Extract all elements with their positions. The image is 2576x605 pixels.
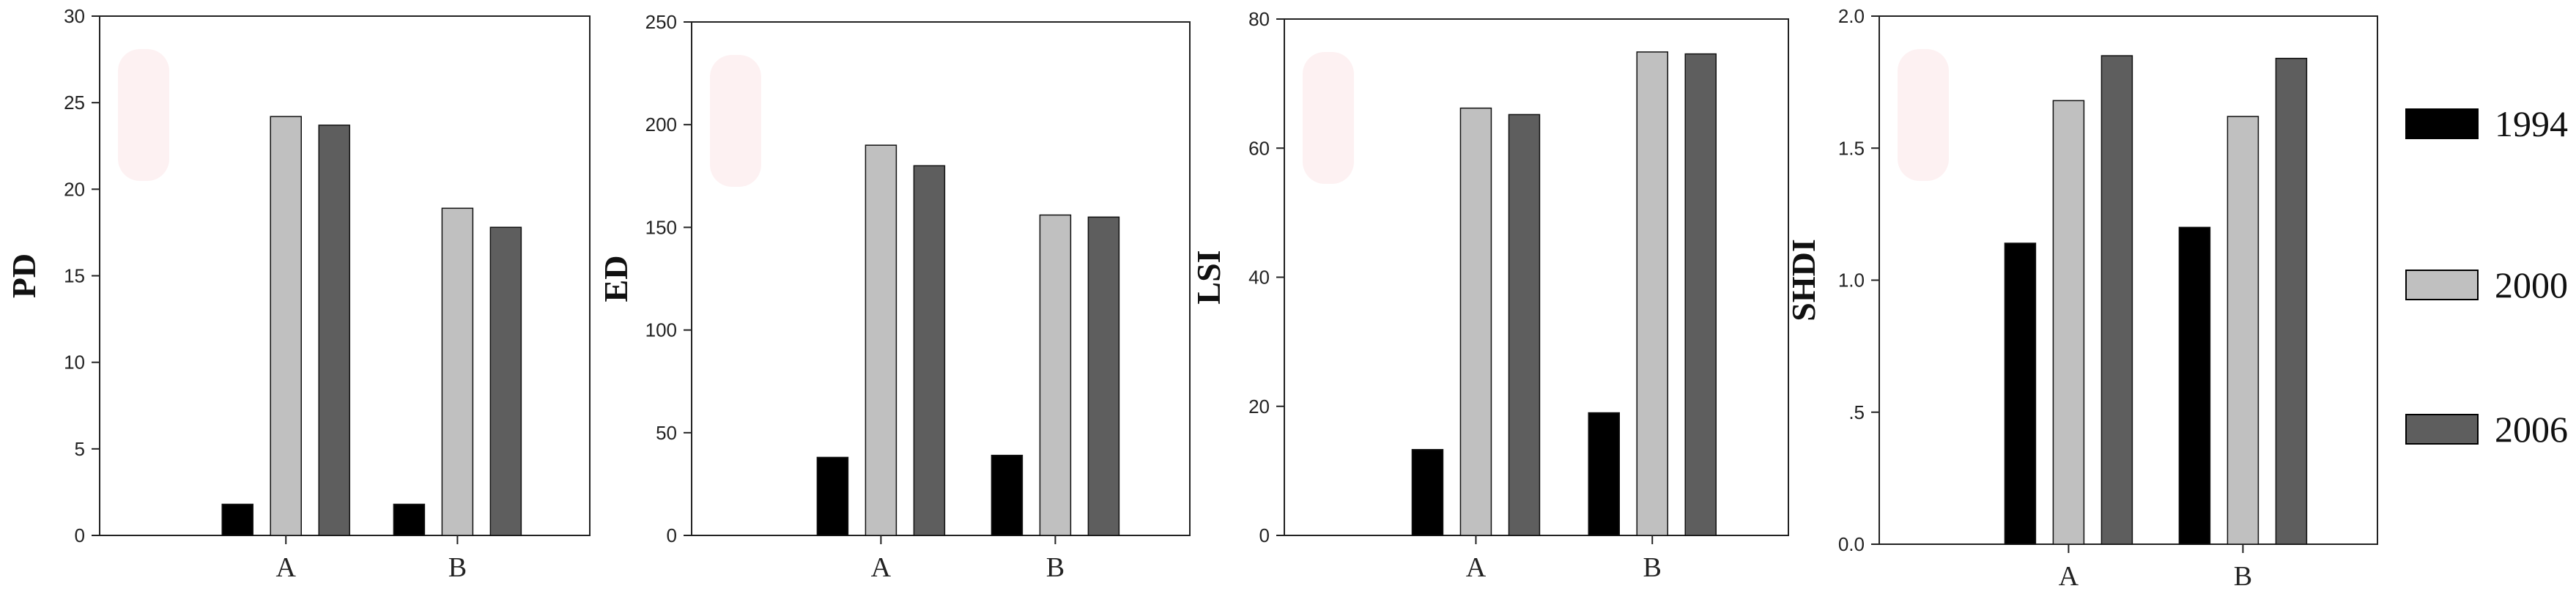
bar-lsi-B-2000 — [1636, 51, 1668, 536]
legend-label-2006: 2006 — [2495, 409, 2568, 450]
bar-pd-B-1994 — [393, 503, 426, 536]
bar-lsi-A-2006 — [1508, 114, 1541, 536]
panel-3-ytick-label: 80 — [1248, 8, 1270, 30]
legend-item-2000: 2000 — [2405, 264, 2568, 306]
panel-2-ytick-label: 250 — [645, 11, 677, 33]
panel-1-ylabel: PD — [5, 253, 42, 298]
legend-item-1994: 1994 — [2405, 103, 2568, 145]
bar-shdi-A-2006 — [2101, 55, 2133, 545]
panel-1-ytick-label: 0 — [75, 524, 85, 546]
bar-ed-B-1994 — [991, 454, 1024, 536]
panel-1-xtick-label: B — [448, 552, 467, 583]
panel-2-xtick-label: B — [1046, 552, 1065, 583]
panel-1-smudge — [118, 49, 169, 181]
bar-pd-A-2006 — [318, 125, 350, 536]
panel-4-xtick-label: B — [2234, 561, 2252, 592]
panel-3-ytick-label: 60 — [1248, 137, 1270, 159]
legend-swatch-2000 — [2405, 270, 2479, 300]
panel-4-ylabel: SHDI — [1785, 239, 1822, 321]
panel-3-xtick-label: A — [1466, 552, 1487, 583]
legend-swatch-2006 — [2405, 414, 2479, 445]
bar-shdi-B-1994 — [2178, 226, 2211, 545]
panel-1-ytick-label: 5 — [75, 438, 85, 460]
bar-shdi-A-2000 — [2052, 100, 2085, 545]
panel-1-ytick-label: 10 — [64, 352, 85, 374]
panel-3-ylabel: LSI — [1190, 250, 1227, 304]
panel-4-smudge — [1898, 49, 1949, 181]
bar-lsi-A-1994 — [1411, 449, 1444, 536]
legend-item-2006: 2006 — [2405, 408, 2568, 450]
panel-1-ytick-label: 25 — [64, 92, 85, 114]
panel-1-ytick-label: 15 — [64, 265, 85, 287]
panel-3-xtick-label: B — [1643, 552, 1662, 583]
bar-lsi-B-2006 — [1684, 53, 1717, 536]
panel-2-ylabel: ED — [597, 256, 634, 302]
bar-ed-A-2000 — [865, 144, 897, 536]
panel-4-ytick-label: 0.0 — [1838, 533, 1865, 555]
bar-ed-A-2006 — [913, 165, 946, 536]
bar-pd-B-2006 — [489, 226, 522, 536]
bar-pd-A-2000 — [270, 116, 302, 536]
panel-1-ytick-label: 30 — [64, 5, 85, 27]
panel-4-ytick-label: 2.0 — [1838, 5, 1865, 27]
panel-3-ytick-label: 40 — [1248, 267, 1270, 289]
legend-label-1994: 1994 — [2495, 103, 2568, 144]
panel-3-ytick-label: 0 — [1259, 524, 1270, 546]
bar-pd-A-1994 — [221, 503, 253, 536]
legend-swatch-1994 — [2405, 108, 2479, 139]
bar-pd-B-2000 — [441, 207, 474, 536]
bar-shdi-A-1994 — [2004, 242, 2037, 545]
panel-2-ytick-label: 150 — [645, 216, 677, 238]
panel-4-ytick-label: 1.0 — [1838, 270, 1865, 292]
panel-2-ytick-label: 200 — [645, 114, 677, 136]
panel-2-ytick-label: 100 — [645, 319, 677, 341]
bar-ed-B-2000 — [1039, 214, 1072, 536]
panel-1-ytick-label: 20 — [64, 178, 85, 200]
panel-2-ytick-label: 50 — [656, 422, 677, 444]
bar-lsi-B-1994 — [1588, 412, 1620, 536]
bar-lsi-A-2000 — [1459, 107, 1492, 536]
bar-ed-B-2006 — [1087, 216, 1120, 536]
bar-shdi-B-2000 — [2227, 116, 2259, 545]
panel-3-ytick-label: 20 — [1248, 396, 1270, 417]
panel-1-xtick-label: A — [275, 552, 296, 583]
panel-4-ytick-label: 1.5 — [1838, 137, 1865, 159]
panel-4-ytick-label: .5 — [1848, 401, 1865, 423]
panel-3-smudge — [1303, 52, 1354, 184]
panel-2-smudge — [710, 55, 761, 187]
panel-2-ytick-label: 0 — [667, 524, 677, 546]
panel-4-xtick-label: A — [2059, 561, 2079, 592]
bar-ed-A-1994 — [816, 456, 849, 536]
bar-shdi-B-2006 — [2275, 57, 2308, 545]
legend-label-2000: 2000 — [2495, 264, 2568, 305]
panel-2-xtick-label: A — [871, 552, 892, 583]
